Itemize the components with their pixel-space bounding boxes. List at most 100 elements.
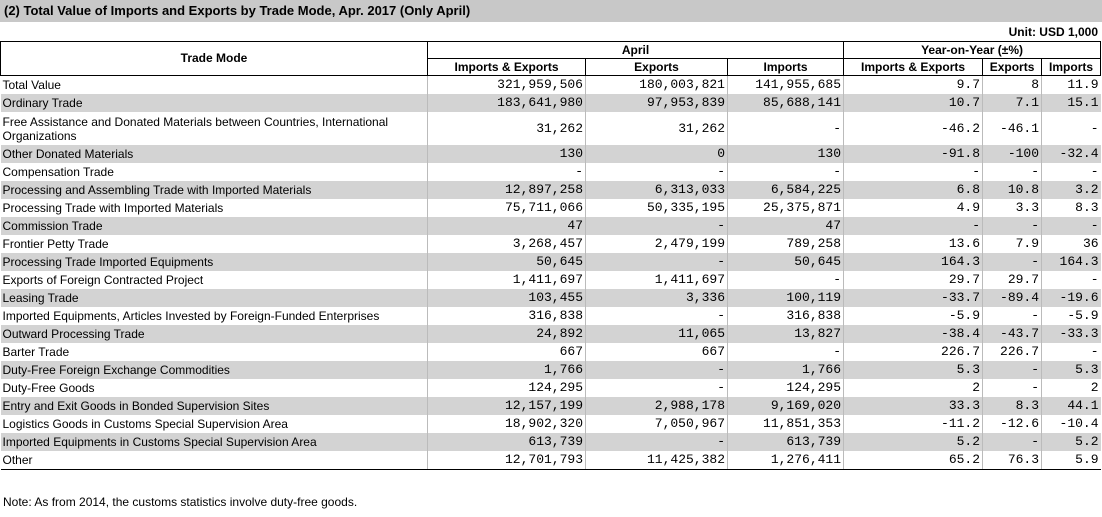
value-cell: -38.4 bbox=[843, 325, 983, 343]
value-cell: 76.3 bbox=[982, 451, 1042, 470]
table-row: Processing and Assembling Trade with Imp… bbox=[0, 181, 1101, 199]
value-cell: - bbox=[982, 253, 1042, 271]
value-cell: 50,645 bbox=[427, 253, 586, 271]
value-cell: 124,295 bbox=[427, 379, 586, 397]
value-cell: 100,119 bbox=[726, 289, 844, 307]
value-cell: 6,313,033 bbox=[585, 181, 728, 199]
value-cell: 10.8 bbox=[982, 181, 1042, 199]
header-cell: Imports & Exports bbox=[427, 58, 586, 76]
value-cell: 8 bbox=[982, 75, 1042, 94]
value-cell: 1,276,411 bbox=[726, 451, 844, 470]
title: (2) Total Value of Imports and Exports b… bbox=[0, 0, 1102, 22]
value-cell: 15.1 bbox=[1041, 94, 1101, 112]
value-cell: - bbox=[1041, 217, 1101, 235]
trade-mode: Other Donated Materials bbox=[0, 145, 428, 163]
value-cell: -33.7 bbox=[843, 289, 983, 307]
value-cell: 103,455 bbox=[427, 289, 586, 307]
value-cell: 124,295 bbox=[726, 379, 844, 397]
trade-mode: Duty-Free Goods bbox=[2, 381, 95, 395]
value-cell: 65.2 bbox=[843, 451, 983, 470]
header-cell: April bbox=[426, 41, 845, 59]
value-cell: 47 bbox=[427, 217, 586, 235]
table-row: Barter Trade 667 667-226.7 226.7- bbox=[1, 343, 1101, 361]
value-cell: 180,003,821 bbox=[585, 75, 728, 94]
value-cell: 6,584,225 bbox=[726, 181, 844, 199]
trade-mode: Frontier Petty Trade bbox=[2, 237, 109, 251]
value-cell: -19.6 bbox=[1041, 289, 1101, 307]
value-cell: 85,688,141 bbox=[726, 94, 844, 112]
value-cell: - bbox=[843, 163, 983, 181]
value-cell: 316,838 bbox=[427, 307, 586, 325]
value-cell: 50,645 bbox=[726, 253, 844, 271]
value-cell: - bbox=[1041, 112, 1101, 145]
value-cell: - bbox=[585, 379, 728, 397]
table-row: Total Value 321,959,506 180,003,821 141,955… bbox=[1, 75, 1101, 94]
value-cell: 5.9 bbox=[1041, 451, 1101, 470]
table-row: Frontier Petty Trade 3,268,457 2,479,199 78… bbox=[1, 235, 1101, 253]
value-cell: 24,892 bbox=[427, 325, 586, 343]
value-cell: 316,838 bbox=[726, 307, 844, 325]
value-cell: 11,851,353 bbox=[726, 415, 844, 433]
value-cell: 1,766 bbox=[427, 361, 586, 379]
value-cell: 44.1 bbox=[1041, 397, 1101, 415]
trade-mode: Processing Trade Imported Equipments bbox=[0, 253, 428, 271]
trade-mode: Compensation Trade bbox=[2, 165, 114, 179]
value-cell: 3,268,457 bbox=[427, 235, 586, 253]
table-row: Ordinary Trade 183,641,980 97,953,839 85,68… bbox=[0, 94, 1101, 112]
value-cell: 8.3 bbox=[982, 397, 1042, 415]
value-cell: 8.3 bbox=[1041, 199, 1101, 217]
value-cell: 50,335,195 bbox=[585, 199, 728, 217]
table-row: Imported Equipments in Customs Special S… bbox=[0, 433, 1101, 451]
value-cell: 25,375,871 bbox=[726, 199, 844, 217]
value-cell: 33.3 bbox=[843, 397, 983, 415]
header-cell: Imports bbox=[726, 58, 845, 76]
value-cell: 321,959,506 bbox=[427, 75, 586, 94]
value-cell: -11.2 bbox=[843, 415, 983, 433]
value-cell: 47 bbox=[726, 217, 844, 235]
trade-mode: Outward Processing Trade bbox=[0, 325, 428, 343]
value-cell: - bbox=[1041, 163, 1101, 181]
header-cell: Imports & Exports bbox=[843, 58, 984, 76]
value-cell: 97,953,839 bbox=[585, 94, 728, 112]
value-cell: 5.3 bbox=[1041, 361, 1101, 379]
value-cell: 789,258 bbox=[726, 235, 844, 253]
value-cell: -43.7 bbox=[982, 325, 1042, 343]
table-row: Exports of Foreign Contracted Project 1,4… bbox=[1, 271, 1101, 289]
value-cell: - bbox=[982, 217, 1042, 235]
value-cell: 1,411,697 bbox=[427, 271, 586, 289]
trade-mode: Imported Equipments in Customs Special S… bbox=[0, 433, 428, 451]
value-cell: 613,739 bbox=[726, 433, 844, 451]
value-cell: 226.7 bbox=[982, 343, 1042, 361]
value-cell: 31,262 bbox=[585, 112, 728, 145]
value-cell: -89.4 bbox=[982, 289, 1042, 307]
value-cell: - bbox=[982, 361, 1042, 379]
value-cell: -46.1 bbox=[982, 112, 1042, 145]
value-cell: - bbox=[726, 343, 844, 361]
value-cell: 2 bbox=[843, 379, 983, 397]
value-cell: 613,739 bbox=[427, 433, 586, 451]
value-cell: 1,766 bbox=[726, 361, 844, 379]
value-cell: 4.9 bbox=[843, 199, 983, 217]
value-cell: 226.7 bbox=[843, 343, 983, 361]
trade-mode: Commission Trade bbox=[0, 217, 428, 235]
table-row: Entry and Exit Goods in Bonded Supervisi… bbox=[0, 397, 1101, 415]
value-cell: -91.8 bbox=[843, 145, 983, 163]
table-row: Processing Trade with Imported Materials… bbox=[1, 199, 1101, 217]
value-cell: 36 bbox=[1041, 235, 1101, 253]
value-cell: 10.7 bbox=[843, 94, 983, 112]
value-cell: - bbox=[585, 433, 728, 451]
value-cell: 5.2 bbox=[843, 433, 983, 451]
value-cell: 3.2 bbox=[1041, 181, 1101, 199]
value-cell: - bbox=[427, 163, 586, 181]
value-cell: 1,411,697 bbox=[585, 271, 728, 289]
trade-mode: Logistics Goods in Customs Special Super… bbox=[2, 417, 288, 431]
value-cell: 164.3 bbox=[843, 253, 983, 271]
value-cell: - bbox=[585, 361, 728, 379]
value-cell: 2,479,199 bbox=[585, 235, 728, 253]
value-cell: - bbox=[982, 307, 1042, 325]
trade-mode: Ordinary Trade bbox=[0, 94, 428, 112]
value-cell: 29.7 bbox=[843, 271, 983, 289]
value-cell: 667 bbox=[585, 343, 728, 361]
value-cell: 11.9 bbox=[1041, 75, 1101, 94]
